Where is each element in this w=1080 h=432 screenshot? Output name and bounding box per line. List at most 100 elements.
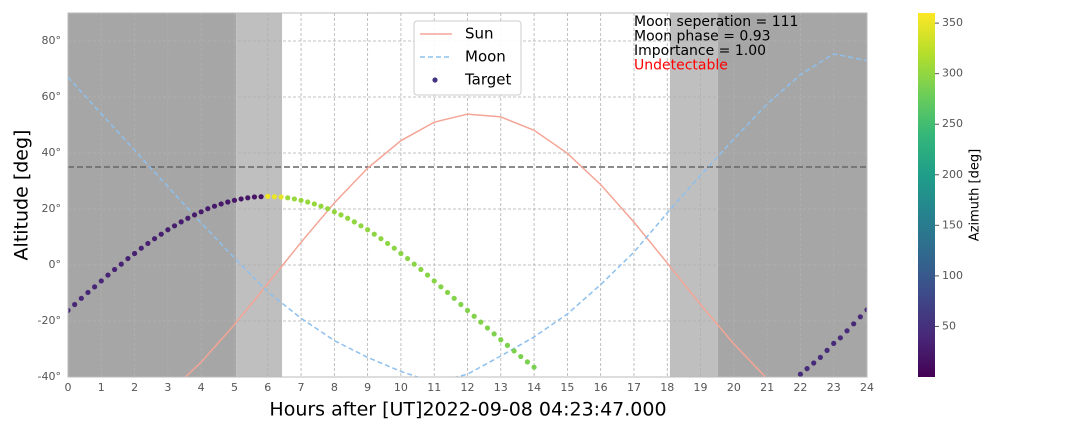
target-point: [478, 319, 484, 325]
x-tick-label: 16: [594, 381, 608, 394]
legend: Sun Moon Target: [413, 20, 522, 96]
target-point: [511, 348, 517, 354]
target-point: [305, 199, 311, 205]
target-point: [804, 366, 810, 372]
target-point: [491, 331, 497, 337]
x-tick-label: 8: [331, 381, 338, 394]
annotation: Undetectable: [634, 58, 728, 74]
annotation: Importance = 1.00: [634, 43, 766, 59]
target-point: [171, 223, 178, 229]
target-point: [524, 359, 531, 365]
x-tick-label: 22: [793, 381, 807, 394]
target-point: [225, 199, 231, 205]
y-tick-label: 20°: [42, 202, 62, 215]
plot-frame: [67, 12, 868, 378]
target-point: [404, 255, 411, 262]
target-point: [158, 231, 164, 237]
target-point: [498, 337, 504, 343]
x-tick-label: 19: [694, 381, 708, 394]
target-point: [98, 278, 104, 284]
colorbar-tick-label: 150: [942, 218, 963, 231]
target-point: [444, 289, 451, 296]
y-axis-label: Altitude [deg]: [11, 130, 33, 261]
target-point: [258, 194, 264, 200]
x-tick-label: 3: [164, 381, 171, 394]
target-point: [365, 227, 371, 233]
target-point: [418, 266, 424, 273]
y-tick-label: -40°: [38, 370, 61, 383]
target-point: [85, 289, 91, 296]
target-point: [125, 255, 131, 262]
target-point: [265, 193, 271, 199]
x-tick-label: 13: [494, 381, 508, 394]
target-point: [844, 328, 850, 334]
target-point: [424, 272, 431, 278]
target-point: [385, 240, 391, 247]
x-tick-label: 23: [827, 381, 841, 394]
x-tick-label: 24: [860, 381, 874, 394]
target-point: [318, 203, 324, 209]
target-point: [151, 236, 158, 242]
annotation: Moon seperation = 111: [634, 14, 798, 30]
target-point: [298, 197, 304, 203]
twilight-span: [717, 13, 867, 377]
target-point: [231, 197, 238, 203]
legend-label: Sun: [465, 25, 494, 43]
target-point: [78, 295, 84, 301]
target-point: [218, 201, 224, 207]
target-point: [278, 194, 284, 200]
x-tick-label: 21: [760, 381, 774, 394]
target-point: [311, 201, 317, 207]
target-point: [398, 250, 404, 257]
colorbar-tick-label: 300: [942, 67, 963, 80]
x-tick-label: 4: [198, 381, 205, 394]
target-point: [118, 261, 124, 267]
target-point: [864, 307, 867, 313]
y-tick-label: 60°: [42, 90, 62, 103]
colorbar-tick-label: 200: [942, 168, 963, 181]
twilight-span: [68, 13, 237, 377]
target-point: [138, 245, 144, 251]
colorbar: [918, 13, 935, 377]
target-point: [338, 212, 344, 218]
target-point: [797, 371, 804, 377]
x-tick-label: 1: [98, 381, 105, 394]
colorbar-tick-label: 250: [942, 117, 963, 130]
target-point: [518, 353, 524, 360]
target-point: [112, 266, 118, 273]
x-tick-label: 17: [627, 381, 641, 394]
target-point: [531, 364, 537, 370]
y-tick-label: 80°: [42, 34, 62, 47]
target-point: [271, 194, 278, 200]
target-point: [185, 215, 191, 221]
target-point: [378, 236, 384, 242]
target-point: [431, 278, 437, 284]
target-point: [451, 295, 457, 301]
x-tick-label: 7: [298, 381, 305, 394]
x-tick-label: 14: [527, 381, 541, 394]
target-point: [68, 307, 71, 313]
x-tick-label: 11: [427, 381, 441, 394]
x-tick-label: 9: [364, 381, 371, 394]
target-point: [484, 325, 491, 331]
target-point: [817, 354, 823, 360]
x-tick-label: 2: [131, 381, 138, 394]
plot-area: [68, 13, 867, 377]
target-point: [131, 250, 138, 257]
x-tick-label: 5: [231, 381, 238, 394]
target-point: [411, 261, 417, 267]
target-point: [464, 307, 471, 313]
target-point: [471, 313, 477, 319]
target-point: [824, 347, 830, 353]
target-point: [72, 301, 78, 308]
legend-box: [413, 20, 522, 96]
x-tick-label: 12: [461, 381, 475, 394]
target-point: [245, 195, 251, 201]
x-tick-label: 18: [660, 381, 674, 394]
x-tick-label: 15: [560, 381, 574, 394]
colorbar-tick-label: 100: [942, 269, 963, 282]
legend-marker: [432, 77, 438, 83]
target-point: [178, 219, 184, 225]
x-tick-label: 20: [727, 381, 741, 394]
